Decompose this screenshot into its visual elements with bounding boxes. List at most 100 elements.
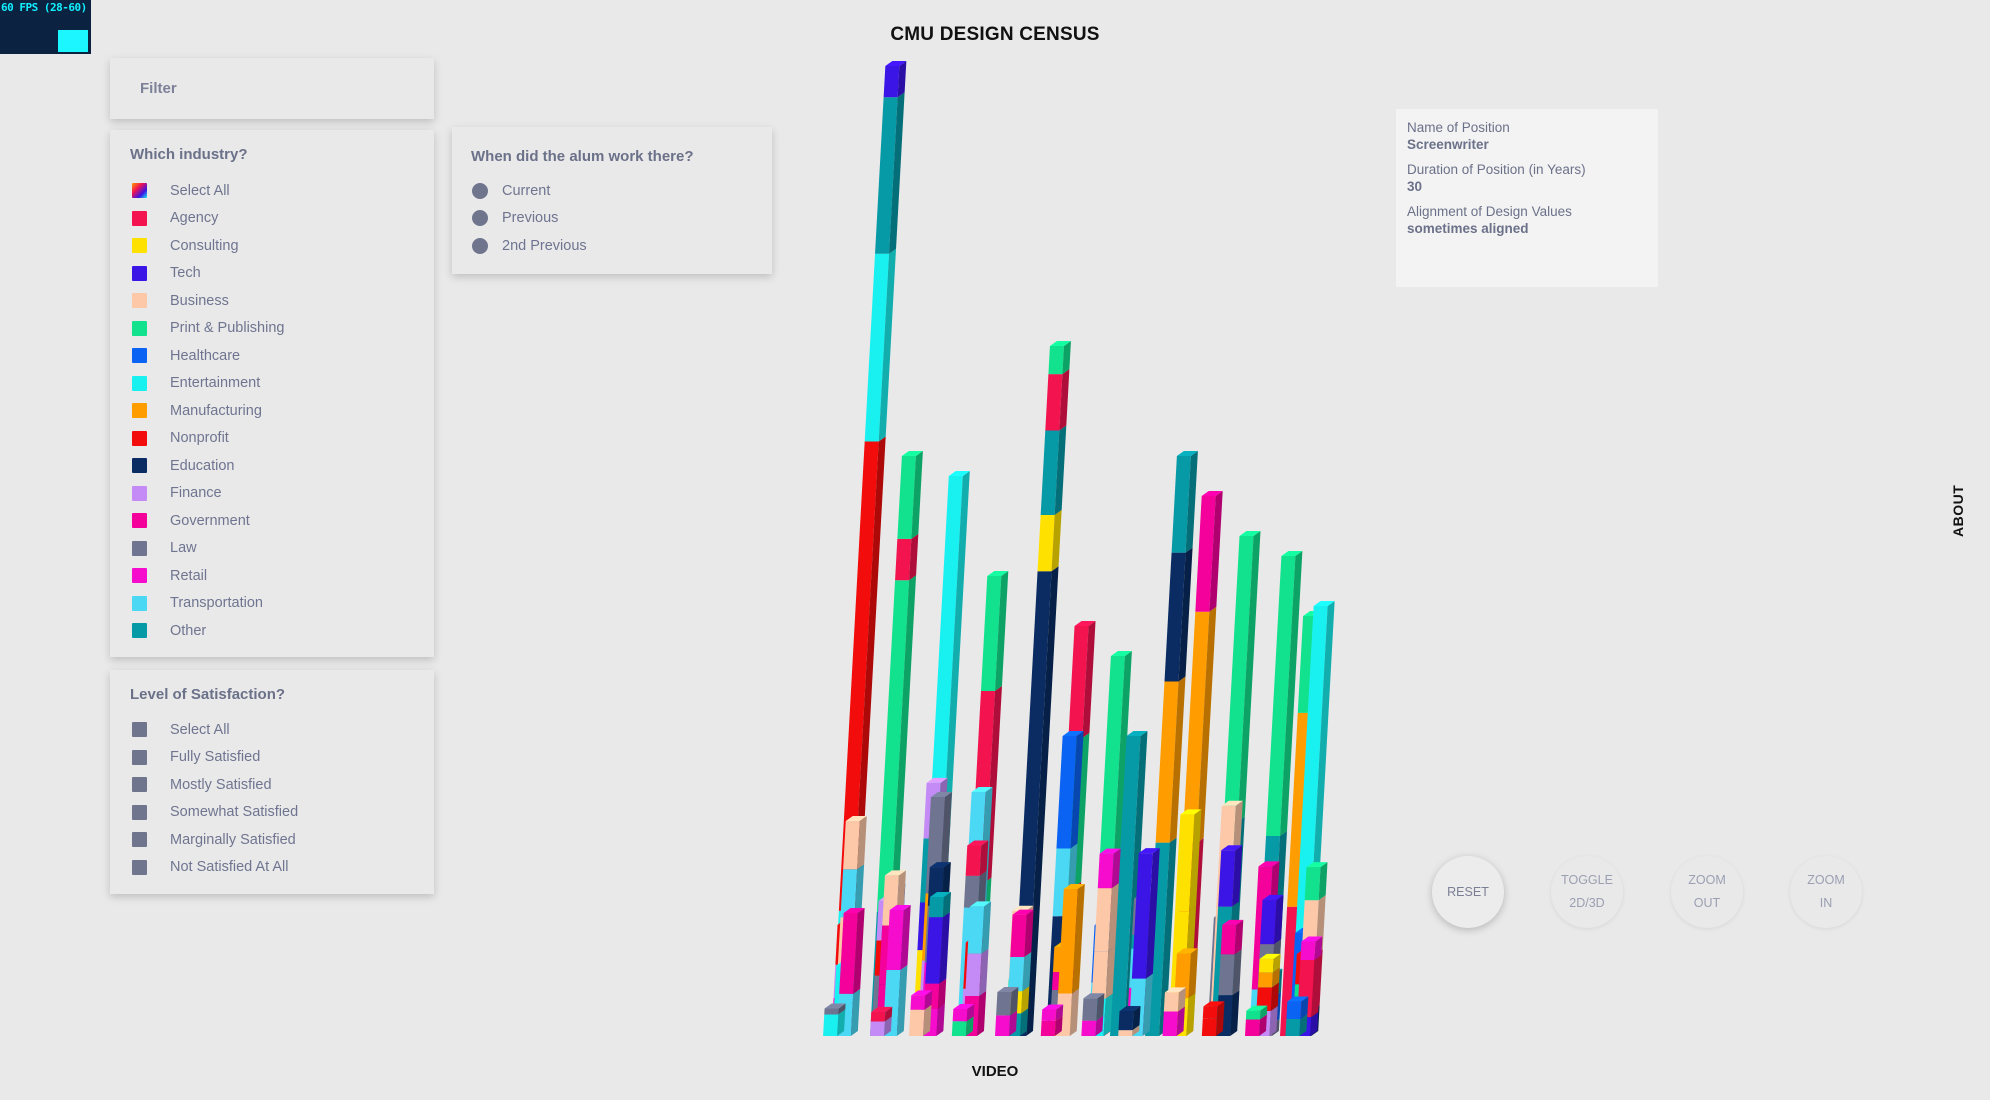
satisfaction-item[interactable]: Somewhat Satisfied <box>132 799 298 827</box>
checkbox-icon <box>132 832 147 848</box>
industry-item[interactable]: Healthcare <box>132 342 284 370</box>
when-label: Current <box>502 182 551 199</box>
chart-bar[interactable] <box>832 61 907 1036</box>
when-item[interactable]: Previous <box>472 205 587 233</box>
reset-button[interactable]: RESET <box>1432 856 1504 928</box>
chart-bar[interactable] <box>951 1004 975 1036</box>
satisfaction-item[interactable]: Marginally Satisfied <box>132 826 298 854</box>
when-item[interactable]: Current <box>472 177 587 205</box>
industry-label: Nonprofit <box>170 430 229 447</box>
toggle-label-line2: 2D/3D <box>1569 896 1605 910</box>
checkbox-icon <box>132 777 147 793</box>
chart-bar[interactable] <box>823 1003 846 1036</box>
when-item[interactable]: 2nd Previous <box>472 232 587 260</box>
industry-swatch <box>132 458 147 474</box>
duration-value: 30 <box>1407 179 1423 194</box>
satisfaction-list: Select All Fully Satisfied Mostly Satisfie… <box>132 716 298 881</box>
checkbox-icon <box>132 859 147 875</box>
zoom-out-button[interactable]: ZOOM OUT <box>1671 856 1743 928</box>
chart-bar[interactable] <box>1216 919 1244 1036</box>
when-heading: When did the alum work there? <box>471 148 694 165</box>
industry-label: Other <box>170 622 207 639</box>
satisfaction-item[interactable]: Select All <box>132 716 298 744</box>
chart-bar[interactable] <box>1081 993 1105 1036</box>
chart-bar[interactable] <box>909 990 933 1036</box>
industry-item[interactable]: Nonprofit <box>132 425 284 453</box>
industry-item[interactable]: Finance <box>132 480 284 508</box>
zoom-in-button[interactable]: ZOOM IN <box>1790 856 1862 928</box>
chart-bar[interactable] <box>1055 884 1085 1036</box>
chart-bar[interactable] <box>1244 1005 1268 1036</box>
zoom-out-label-line1: ZOOM <box>1688 873 1726 887</box>
position-label: Name of Position <box>1407 120 1510 135</box>
industry-item[interactable]: Other <box>132 617 284 645</box>
fps-meter: 60 FPS (28-60) <box>0 0 91 54</box>
satisfaction-filter-panel: Level of Satisfaction? Select All Fully S… <box>110 670 434 894</box>
industry-item[interactable]: Consulting <box>132 232 284 260</box>
radio-icon <box>472 210 488 227</box>
radio-icon <box>472 182 488 199</box>
industry-item[interactable]: Select All <box>132 177 284 205</box>
industry-swatch <box>132 375 147 391</box>
satisfaction-item[interactable]: Fully Satisfied <box>132 744 298 772</box>
chart-bar[interactable] <box>1162 987 1186 1036</box>
chart-bar[interactable] <box>1118 1006 1141 1036</box>
industry-heading: Which industry? <box>130 146 248 163</box>
industry-item[interactable]: Education <box>132 452 284 480</box>
position-info-card: Name of Position Screenwriter Duration o… <box>1396 109 1658 287</box>
industry-item[interactable]: Print & Publishing <box>132 315 284 343</box>
satisfaction-item[interactable]: Not Satisfied At All <box>132 854 298 882</box>
industry-swatch <box>132 403 147 419</box>
chart-bar[interactable] <box>1110 731 1148 1036</box>
industry-swatch <box>132 320 147 336</box>
industry-swatch <box>132 183 147 199</box>
toggle-2d3d-button[interactable]: TOGGLE 2D/3D <box>1551 856 1623 928</box>
industry-item[interactable]: Business <box>132 287 284 315</box>
industry-item[interactable]: Manufacturing <box>132 397 284 425</box>
industry-label: Retail <box>170 567 208 584</box>
toggle-label-line1: TOGGLE <box>1561 873 1613 887</box>
chart-bar[interactable] <box>1285 996 1309 1036</box>
satisfaction-label: Select All <box>170 721 230 738</box>
industry-label: Agency <box>170 210 219 227</box>
industry-label: Business <box>170 292 229 309</box>
axis-label: VIDEO <box>971 1063 1019 1080</box>
satisfaction-label: Not Satisfied At All <box>170 859 289 876</box>
industry-swatch <box>132 595 147 611</box>
industry-swatch <box>132 348 147 364</box>
industry-item[interactable]: Retail <box>132 562 284 590</box>
checkbox-icon <box>132 749 147 765</box>
chart-bar[interactable] <box>1040 1004 1064 1036</box>
fps-label: 60 FPS (28-60) <box>1 1 87 14</box>
industry-item[interactable]: Entertainment <box>132 370 284 398</box>
industry-label: Select All <box>170 182 230 199</box>
chart-bar[interactable] <box>994 986 1019 1036</box>
industry-swatch <box>132 430 147 446</box>
industry-label: Law <box>170 540 197 557</box>
industry-item[interactable]: Agency <box>132 205 284 233</box>
zoom-out-label-line2: OUT <box>1693 896 1721 910</box>
alignment-label: Alignment of Design Values <box>1407 204 1572 219</box>
industry-item[interactable]: Government <box>132 507 284 535</box>
industry-swatch <box>132 265 147 281</box>
position-value: Screenwriter <box>1407 137 1489 152</box>
satisfaction-label: Somewhat Satisfied <box>170 804 299 821</box>
industry-label: Print & Publishing <box>170 320 285 337</box>
chart-bar[interactable] <box>869 1006 893 1036</box>
filter-label: Filter <box>140 80 177 97</box>
industry-swatch <box>132 238 147 254</box>
industry-swatch <box>132 210 147 226</box>
industry-label: Transportation <box>170 595 263 612</box>
industry-item[interactable]: Transportation <box>132 590 284 618</box>
industry-item[interactable]: Tech <box>132 260 284 288</box>
about-link[interactable]: ABOUT <box>1950 484 1966 537</box>
satisfaction-item[interactable]: Mostly Satisfied <box>132 771 298 799</box>
duration-label: Duration of Position (in Years) <box>1407 162 1586 177</box>
chart-bar[interactable] <box>1201 1001 1225 1036</box>
filter-toggle[interactable]: Filter <box>110 58 434 119</box>
industry-item[interactable]: Law <box>132 535 284 563</box>
zoom-in-label-line2: IN <box>1819 896 1833 910</box>
satisfaction-label: Fully Satisfied <box>170 749 261 766</box>
industry-label: Consulting <box>170 237 239 254</box>
